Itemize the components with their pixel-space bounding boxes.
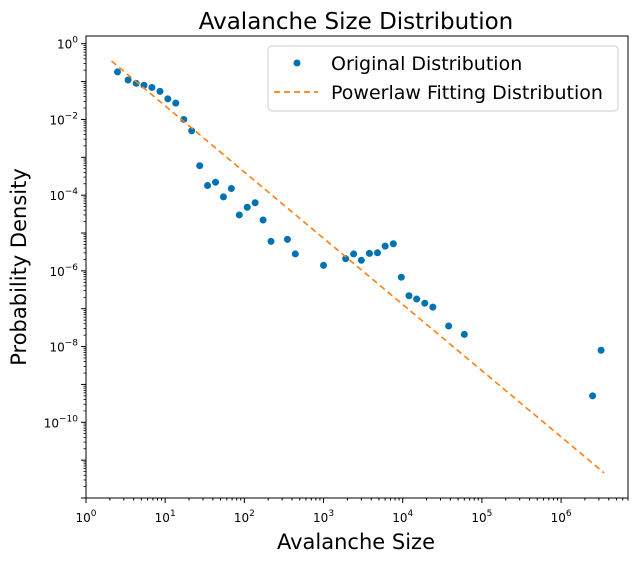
x-tick-label: 100 [75, 509, 96, 525]
x-tick-label: 103 [313, 509, 334, 525]
legend-box [267, 45, 619, 112]
data-marks [111, 60, 605, 474]
x-tick-label: 104 [392, 509, 413, 525]
y-tick-label: 10−6 [49, 263, 78, 279]
x-tick-label: 101 [155, 509, 176, 525]
y-tick-label: 100 [57, 36, 78, 52]
data-point [350, 250, 358, 258]
data-point [357, 256, 365, 264]
data-point [124, 76, 132, 84]
x-tick-label: 106 [551, 509, 572, 525]
data-point [397, 273, 405, 281]
data-point [235, 211, 243, 219]
plot-area [85, 35, 629, 499]
x-axis-label: Avalanche Size [277, 530, 435, 554]
data-point [188, 127, 196, 135]
data-point [421, 299, 429, 307]
data-point [211, 178, 219, 186]
data-point [460, 330, 468, 338]
y-tick-label: 10−10 [44, 414, 79, 430]
data-point [597, 346, 605, 354]
y-tick-label: 10−2 [49, 111, 78, 127]
y-tick-label: 10−4 [49, 187, 78, 203]
data-point [389, 240, 397, 248]
data-point [381, 242, 389, 250]
data-point [180, 115, 188, 123]
x-tick-label: 105 [471, 509, 492, 525]
data-point [148, 83, 156, 91]
data-point [365, 249, 373, 257]
data-point [219, 193, 227, 201]
data-point [156, 87, 164, 95]
data-point [405, 292, 413, 300]
fit-line [111, 60, 605, 474]
data-point [172, 99, 180, 107]
data-point [429, 303, 437, 311]
y-axis-label: Probability Density [7, 168, 31, 366]
axis-ticks: 100 101 102 103 104 105 106 100 10−2 10−4 10−6 10−8… [44, 36, 629, 525]
data-point [291, 250, 299, 258]
data-point [342, 255, 350, 263]
data-point [373, 249, 381, 257]
legend-marker-original [293, 59, 301, 67]
data-point [204, 181, 212, 189]
data-point [589, 392, 597, 400]
x-tick-label: 102 [234, 509, 255, 525]
data-point [320, 261, 328, 269]
data-point [243, 203, 251, 211]
data-point [413, 295, 421, 303]
data-point [114, 68, 122, 76]
legend-label-powerlaw: Powerlaw Fitting Distribution [331, 82, 603, 104]
data-point [251, 199, 259, 207]
data-point [164, 95, 172, 103]
data-point [283, 235, 291, 243]
data-point [267, 237, 275, 245]
data-point [132, 79, 140, 87]
data-point [227, 184, 235, 192]
data-point [445, 322, 453, 330]
chart-title: Avalanche Size Distribution [199, 9, 514, 35]
y-tick-label: 10−8 [49, 339, 78, 355]
legend-label-original: Original Distribution [331, 53, 522, 75]
data-point [259, 216, 267, 224]
data-point [196, 162, 204, 170]
legend: Original Distribution Powerlaw Fitting D… [267, 45, 619, 112]
